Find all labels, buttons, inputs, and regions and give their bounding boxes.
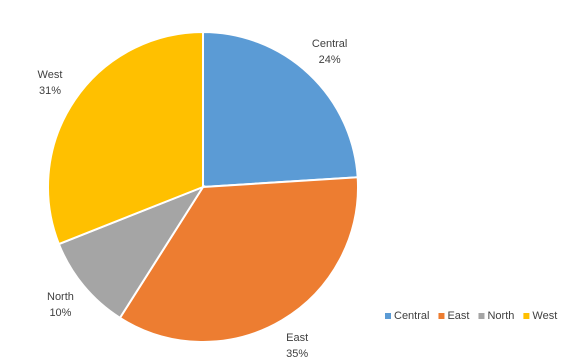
slice-category-label: North xyxy=(47,291,74,303)
pie-slice xyxy=(118,176,359,343)
slice-value-label: 31% xyxy=(39,85,61,97)
legend-swatch xyxy=(438,313,445,319)
slice-value-label: 35% xyxy=(286,348,308,358)
pie-slice xyxy=(47,30,204,246)
slice-category-label: East xyxy=(286,332,308,344)
pie-slice xyxy=(202,30,359,189)
slice-category-label: Central xyxy=(312,38,347,50)
legend-swatch xyxy=(385,313,391,319)
pie-slice xyxy=(57,184,206,320)
legend-swatch xyxy=(478,313,485,319)
legend-swatch xyxy=(523,313,530,319)
slice-category-label: West xyxy=(38,69,63,81)
legend-label: East xyxy=(447,310,469,322)
slice-value-label: 10% xyxy=(49,307,71,319)
slice-value-label: 24% xyxy=(319,54,341,66)
legend-label: West xyxy=(532,310,557,322)
legend-label: Central xyxy=(394,310,429,322)
legend-label: North xyxy=(487,310,514,322)
